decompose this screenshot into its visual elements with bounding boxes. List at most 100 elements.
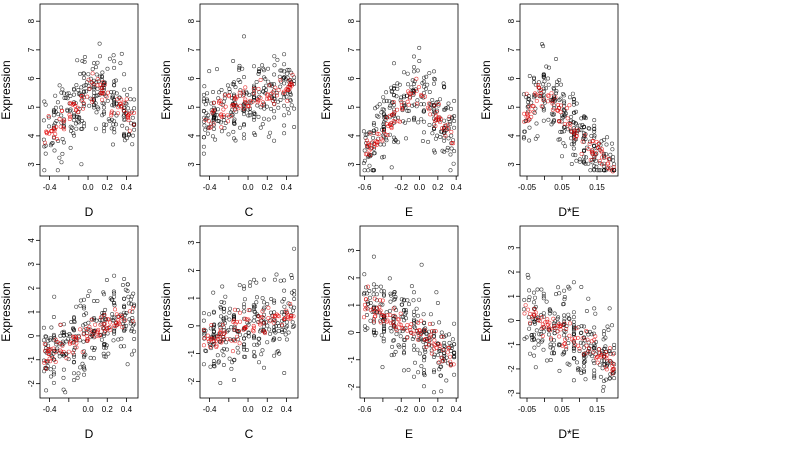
data-point xyxy=(214,116,219,121)
data-point xyxy=(109,126,114,131)
data-point xyxy=(577,346,582,351)
data-point xyxy=(577,348,582,353)
data-point xyxy=(85,94,90,99)
data-point xyxy=(76,88,81,93)
data-point xyxy=(363,307,368,312)
data-point xyxy=(287,67,292,72)
data-point xyxy=(526,94,531,99)
data-point xyxy=(527,125,532,130)
data-point xyxy=(571,315,576,320)
data-point xyxy=(524,91,529,96)
data-point xyxy=(203,102,208,107)
data-point xyxy=(282,131,287,136)
data-point xyxy=(371,329,376,334)
data-point xyxy=(51,108,56,113)
data-point xyxy=(592,361,597,366)
data-point xyxy=(71,326,76,331)
data-point xyxy=(74,83,79,88)
data-point xyxy=(566,340,571,345)
data-point xyxy=(445,350,450,355)
data-point xyxy=(545,93,550,98)
data-point xyxy=(397,322,402,327)
data-point xyxy=(532,91,537,96)
data-point xyxy=(215,334,220,339)
data-point xyxy=(407,96,412,101)
data-point xyxy=(238,103,243,108)
data-point xyxy=(575,335,580,340)
data-point xyxy=(389,293,394,298)
data-point xyxy=(421,84,426,89)
data-point xyxy=(537,318,542,323)
x-tick-label: -0.6 xyxy=(358,183,372,192)
data-point xyxy=(581,360,586,365)
x-tick-label: 0.0 xyxy=(82,405,94,414)
data-point xyxy=(112,130,117,135)
data-point xyxy=(371,128,376,133)
data-point xyxy=(442,138,447,143)
data-point xyxy=(521,135,526,140)
data-point xyxy=(201,151,206,156)
data-point xyxy=(550,99,555,104)
data-point xyxy=(211,310,216,315)
data-point xyxy=(375,139,380,144)
data-point xyxy=(216,359,221,364)
data-point xyxy=(72,378,77,383)
data-point xyxy=(400,326,405,331)
data-point xyxy=(276,349,281,354)
data-point xyxy=(51,380,56,385)
data-point xyxy=(82,54,87,59)
data-point xyxy=(242,136,247,141)
data-point xyxy=(417,58,422,63)
data-point xyxy=(248,98,253,103)
data-point xyxy=(232,92,237,97)
data-point xyxy=(612,162,617,167)
data-point xyxy=(577,123,582,128)
data-point xyxy=(541,73,546,78)
data-point xyxy=(571,280,576,285)
data-point xyxy=(561,141,566,146)
data-point xyxy=(452,321,457,326)
data-point xyxy=(450,337,455,342)
data-point xyxy=(221,362,226,367)
data-point xyxy=(551,118,556,123)
data-point xyxy=(42,168,47,173)
data-point xyxy=(448,122,453,127)
data-point xyxy=(542,98,547,103)
data-point xyxy=(448,152,453,157)
y-tick-label: 3 xyxy=(347,248,356,253)
data-point xyxy=(61,119,66,124)
data-point xyxy=(438,348,443,353)
data-point xyxy=(69,129,74,134)
data-point xyxy=(96,327,101,332)
data-point xyxy=(541,82,546,87)
data-point xyxy=(257,320,262,325)
data-point xyxy=(384,319,389,324)
data-point xyxy=(102,122,107,127)
data-point xyxy=(569,136,574,141)
data-point xyxy=(68,145,73,150)
data-point xyxy=(399,297,404,302)
data-point xyxy=(232,119,237,124)
data-point xyxy=(420,139,425,144)
data-point xyxy=(401,350,406,355)
data-point xyxy=(550,112,555,117)
data-point xyxy=(566,121,571,126)
data-point xyxy=(411,69,416,74)
data-point xyxy=(242,297,247,302)
data-point xyxy=(391,61,396,66)
data-point xyxy=(372,309,377,314)
data-point xyxy=(592,343,597,348)
data-point xyxy=(407,325,412,330)
data-point xyxy=(574,158,579,163)
data-point xyxy=(202,327,207,332)
data-point xyxy=(562,313,567,318)
data-point xyxy=(522,311,527,316)
y-tick-label: 3 xyxy=(27,261,36,266)
data-point xyxy=(272,72,277,77)
data-point xyxy=(93,322,98,327)
data-point xyxy=(375,306,380,311)
data-point xyxy=(574,360,579,365)
y-tick-label: -2 xyxy=(507,365,516,373)
data-point xyxy=(437,342,442,347)
data-point xyxy=(279,68,284,73)
